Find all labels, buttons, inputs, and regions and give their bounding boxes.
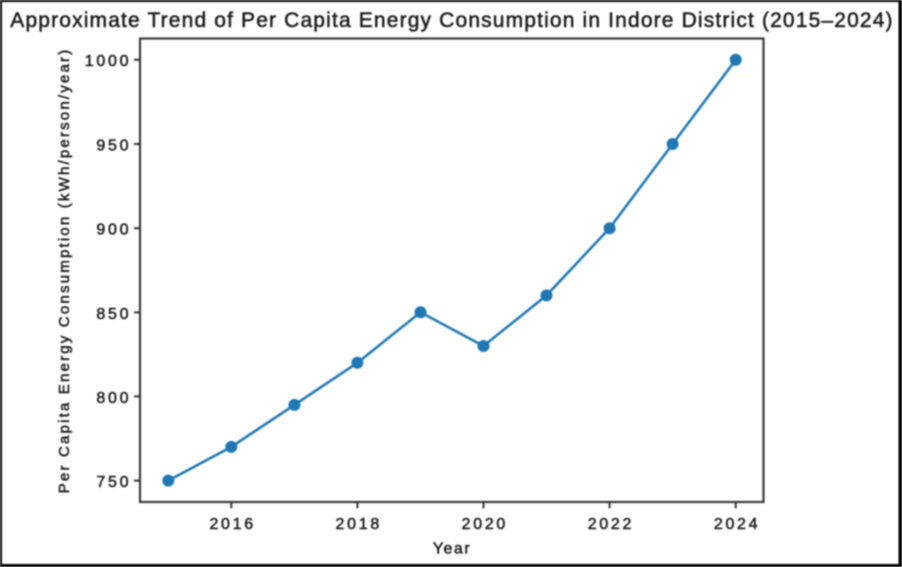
svg-text:2022: 2022 (588, 516, 634, 533)
svg-text:2016: 2016 (209, 516, 255, 533)
svg-text:850: 850 (96, 306, 131, 323)
svg-text:2024: 2024 (714, 516, 760, 533)
svg-text:2018: 2018 (336, 516, 382, 533)
svg-text:2020: 2020 (462, 516, 508, 533)
svg-text:Per Capita Energy Consumption: Per Capita Energy Consumption (kWh/perso… (56, 48, 73, 494)
svg-text:750: 750 (96, 474, 131, 491)
svg-text:900: 900 (96, 222, 131, 239)
svg-text:950: 950 (96, 137, 131, 154)
svg-text:Year: Year (433, 541, 471, 558)
svg-text:800: 800 (96, 390, 131, 407)
svg-text:Approximate Trend of Per Capit: Approximate Trend of Per Capita Energy C… (10, 9, 893, 32)
svg-text:1000: 1000 (85, 53, 131, 70)
